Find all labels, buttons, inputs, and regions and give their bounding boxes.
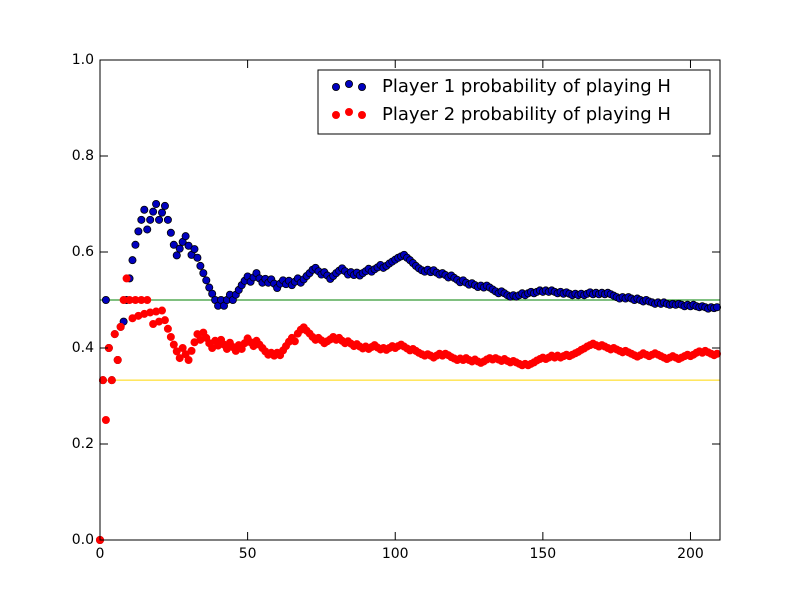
data-point — [175, 354, 184, 363]
data-point — [184, 241, 193, 250]
data-point — [116, 322, 125, 331]
data-point — [160, 201, 169, 210]
x-tick-label: 150 — [529, 546, 556, 562]
data-point — [134, 227, 143, 236]
legend: Player 1 probability of playing H Player … — [317, 69, 711, 135]
data-point — [163, 324, 172, 333]
data-point — [140, 205, 149, 214]
legend-marker — [344, 80, 353, 89]
data-point — [187, 346, 196, 355]
data-point — [146, 215, 155, 224]
data-point — [196, 261, 205, 270]
data-point — [113, 355, 122, 364]
plot-frame — [99, 59, 721, 541]
data-point — [157, 306, 166, 315]
x-tick-label: 50 — [239, 546, 257, 562]
data-point — [137, 215, 146, 224]
data-point — [175, 244, 184, 253]
data-point — [166, 332, 175, 341]
data-point — [290, 337, 299, 346]
y-tick-label: 1.0 — [72, 52, 94, 68]
y-tick-label: 0.6 — [72, 244, 94, 260]
data-point — [143, 225, 152, 234]
legend-marker — [357, 111, 366, 120]
data-point — [713, 303, 722, 312]
data-point — [98, 376, 107, 385]
data-point — [128, 256, 137, 265]
y-tick-label: 0.2 — [72, 436, 94, 452]
data-point — [101, 295, 110, 304]
x-tick-label: 200 — [677, 546, 704, 562]
x-tick-label: 100 — [382, 546, 409, 562]
x-tick-label: 0 — [96, 546, 105, 562]
data-point — [160, 316, 169, 325]
legend-marker — [344, 108, 353, 117]
data-point — [181, 232, 190, 241]
legend-label: Player 1 probability of playing H — [382, 76, 671, 97]
data-point — [172, 251, 181, 260]
data-point — [713, 349, 722, 358]
data-point — [122, 274, 131, 283]
data-point — [166, 228, 175, 237]
data-point — [193, 253, 202, 262]
data-point — [149, 207, 158, 216]
data-point — [107, 376, 116, 385]
data-point — [131, 240, 140, 249]
data-point — [184, 355, 193, 364]
legend-marker — [331, 111, 340, 120]
y-tick-label: 0.8 — [72, 148, 94, 164]
legend-marker — [357, 83, 366, 92]
data-point — [190, 245, 199, 254]
data-point — [101, 415, 110, 424]
data-point — [163, 215, 172, 224]
legend-marker — [331, 83, 340, 92]
data-point — [157, 208, 166, 217]
y-tick-label: 0.0 — [72, 532, 94, 548]
data-point — [172, 347, 181, 356]
data-point — [202, 276, 211, 285]
data-point — [143, 295, 152, 304]
legend-box — [317, 69, 711, 135]
data-point — [152, 199, 161, 208]
data-point — [155, 215, 164, 224]
legend-label: Player 2 probability of playing H — [382, 104, 671, 125]
data-point — [110, 330, 119, 339]
y-tick-label: 0.4 — [72, 340, 94, 356]
data-point — [169, 340, 178, 349]
data-point — [169, 240, 178, 249]
data-point — [199, 269, 208, 278]
